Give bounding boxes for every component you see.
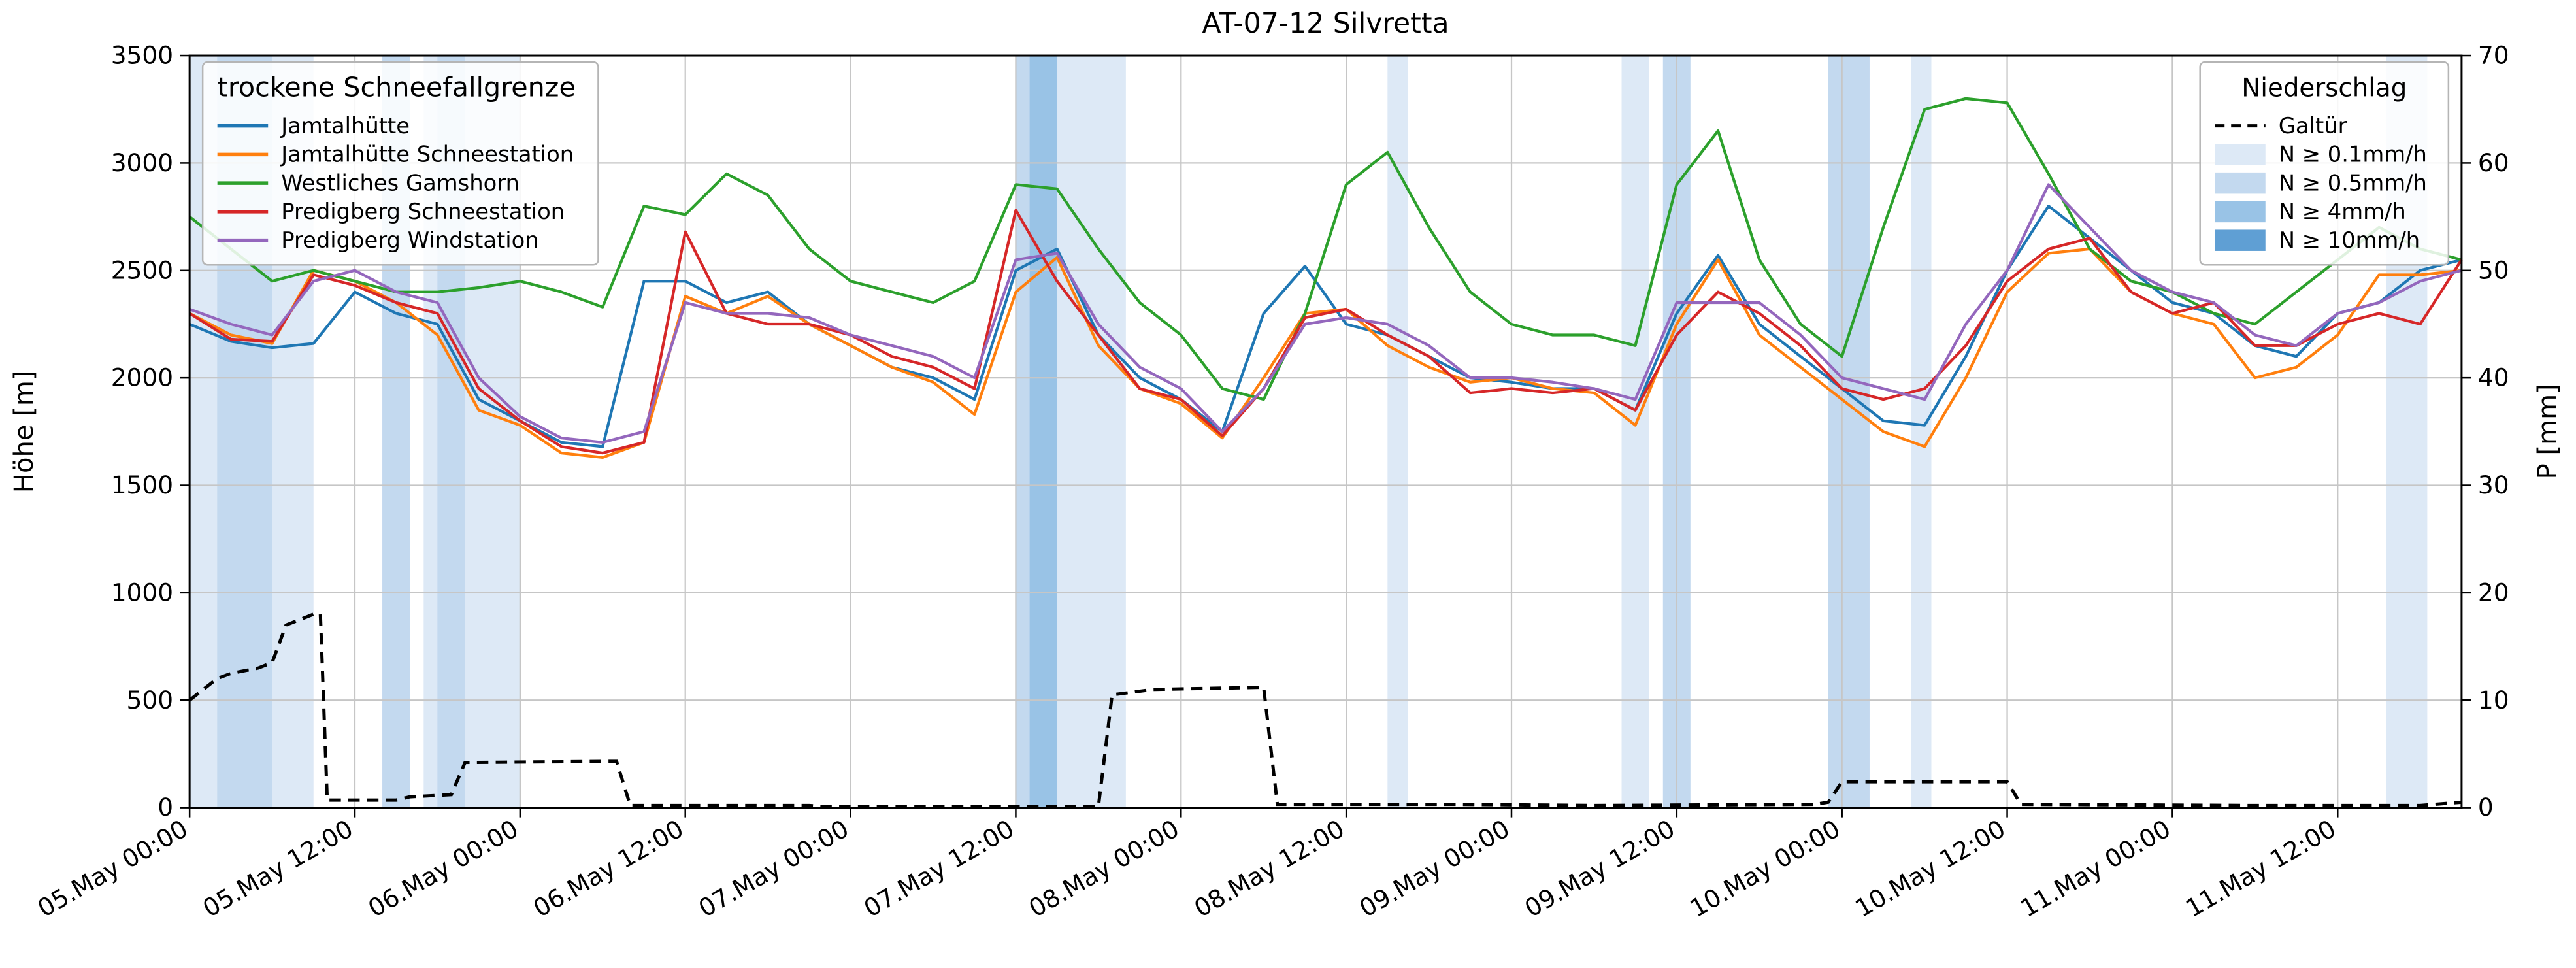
legend-entry-label: Predigberg Windstation <box>281 227 538 253</box>
legend-precip: Niederschlag Galtür N ≥ 0.1mm/h N ≥ 0.5mm/h… <box>2199 61 2450 266</box>
legend-snowline: trockene Schneefallgrenze Jamtalhütte Jamt… <box>201 61 599 266</box>
y-right-tick-label: 0 <box>2478 793 2494 822</box>
legend-band-swatch <box>2215 172 2266 194</box>
legend-precip-title: Niederschlag <box>2241 74 2407 103</box>
y-right-tick-label: 70 <box>2478 41 2509 70</box>
plot-frame <box>188 54 2463 809</box>
legend-entry-label: Galtür <box>2279 113 2347 139</box>
legend-entry-label: Westliches Gamshorn <box>281 170 520 195</box>
y-left-tick-label: 500 <box>127 686 174 714</box>
legend-snowline-title: trockene Schneefallgrenze <box>218 72 576 103</box>
legend-entry-label: N ≥ 0.5mm/h <box>2279 170 2427 195</box>
legend-entry-label: Jamtalhütte <box>280 113 410 139</box>
legend-entry-label: Jamtalhütte Schneestation <box>280 142 574 167</box>
y-left-tick-label: 1000 <box>111 578 173 607</box>
y-left-tick-label: 3500 <box>111 41 173 70</box>
precip-band-level-3 <box>1029 56 1057 808</box>
legend-band-swatch <box>2215 201 2266 223</box>
y-right-tick-label: 40 <box>2478 363 2509 392</box>
y-right-tick-label: 50 <box>2478 256 2509 284</box>
legend-snowline-box <box>201 61 599 266</box>
legend-entry-label: N ≥ 0.1mm/h <box>2279 142 2427 167</box>
series-line-2 <box>188 97 2462 401</box>
series-line-3 <box>189 209 2463 455</box>
legend-entry-label: N ≥ 10mm/h <box>2279 227 2420 253</box>
precip-band-level-2 <box>1828 56 1870 808</box>
y-axis-label-right: P [mm] <box>2533 384 2563 479</box>
precip-band-level-2 <box>1016 56 1030 808</box>
precip-band-level-1 <box>1057 56 1126 808</box>
series-line-4 <box>189 183 2462 444</box>
y-right-tick-label: 20 <box>2478 578 2509 607</box>
y-left-tick-label: 3000 <box>111 148 173 177</box>
y-right-tick-label: 60 <box>2478 148 2509 177</box>
precip-band-level-1 <box>1910 56 1932 808</box>
precip-band-level-1 <box>1621 56 1649 808</box>
series-line-0 <box>189 205 2462 448</box>
y-left-tick-label: 1500 <box>111 471 173 499</box>
y-axis-label-left: Höhe [m] <box>9 371 39 493</box>
galtuer-precip-line <box>188 612 2462 809</box>
y-right-tick-label: 10 <box>2478 686 2509 714</box>
y-left-tick-label: 0 <box>157 793 173 822</box>
y-left-tick-label: 2000 <box>111 363 173 392</box>
y-left-tick-label: 2500 <box>111 256 173 284</box>
series-line-1 <box>189 247 2462 459</box>
legend-entry-label: Predigberg Schneestation <box>281 199 565 224</box>
legend-entry-label: N ≥ 4mm/h <box>2279 199 2406 224</box>
legend-band-swatch <box>2215 144 2266 165</box>
y-right-tick-label: 30 <box>2478 471 2509 499</box>
legend-band-swatch <box>2215 229 2266 251</box>
chart-title: AT-07-12 Silvretta <box>1202 8 1449 40</box>
